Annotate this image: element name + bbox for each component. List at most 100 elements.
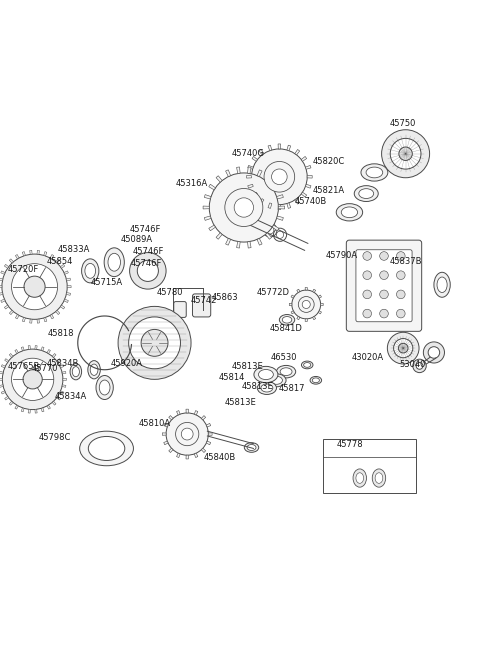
FancyBboxPatch shape (192, 294, 211, 317)
Polygon shape (321, 303, 323, 306)
Circle shape (12, 358, 54, 400)
Polygon shape (307, 176, 312, 178)
Polygon shape (312, 316, 316, 320)
Text: 45834B: 45834B (47, 360, 79, 369)
Text: 43020A: 43020A (352, 353, 384, 362)
Polygon shape (204, 195, 211, 199)
Text: 45720F: 45720F (8, 265, 39, 274)
Polygon shape (1, 299, 5, 303)
Ellipse shape (80, 431, 133, 466)
Polygon shape (318, 311, 322, 314)
Polygon shape (0, 384, 3, 387)
Polygon shape (0, 278, 3, 281)
Text: 45817: 45817 (279, 384, 305, 394)
Polygon shape (60, 305, 65, 309)
Polygon shape (305, 184, 311, 188)
Text: 45813E: 45813E (231, 362, 263, 371)
Circle shape (413, 359, 426, 373)
Ellipse shape (261, 384, 273, 392)
Polygon shape (0, 293, 3, 295)
Text: 45837B: 45837B (390, 257, 422, 266)
Text: 45750: 45750 (390, 119, 416, 128)
Polygon shape (56, 259, 60, 263)
Polygon shape (272, 184, 279, 190)
Polygon shape (297, 290, 300, 293)
Polygon shape (259, 198, 264, 204)
Ellipse shape (359, 189, 373, 198)
Polygon shape (28, 409, 30, 413)
Polygon shape (248, 166, 253, 169)
Polygon shape (265, 233, 272, 239)
Polygon shape (4, 265, 9, 269)
Ellipse shape (254, 366, 278, 383)
Ellipse shape (282, 316, 292, 323)
Polygon shape (265, 176, 272, 182)
Polygon shape (209, 225, 216, 231)
Polygon shape (276, 195, 283, 199)
Polygon shape (204, 216, 211, 220)
Circle shape (252, 149, 307, 204)
Text: 45920A: 45920A (111, 358, 143, 367)
Circle shape (394, 339, 413, 358)
Text: 45746F: 45746F (133, 247, 164, 256)
Polygon shape (56, 310, 60, 314)
Polygon shape (209, 184, 216, 190)
Polygon shape (237, 167, 240, 174)
Polygon shape (60, 265, 65, 269)
Circle shape (234, 198, 253, 217)
Ellipse shape (354, 185, 378, 202)
Ellipse shape (108, 253, 120, 271)
Polygon shape (259, 149, 264, 155)
Polygon shape (22, 318, 25, 322)
Polygon shape (248, 242, 251, 248)
Polygon shape (305, 166, 311, 169)
Polygon shape (5, 396, 9, 400)
Polygon shape (312, 290, 316, 293)
Circle shape (398, 343, 408, 353)
Text: 45790A: 45790A (325, 251, 358, 260)
Circle shape (387, 332, 419, 364)
Circle shape (363, 290, 372, 299)
Circle shape (380, 252, 388, 260)
Circle shape (396, 271, 405, 280)
Polygon shape (318, 295, 322, 298)
Ellipse shape (437, 277, 447, 293)
Polygon shape (47, 350, 50, 354)
Text: 45814: 45814 (218, 373, 245, 382)
Polygon shape (177, 453, 180, 458)
Polygon shape (194, 411, 198, 415)
Polygon shape (5, 359, 9, 362)
Ellipse shape (279, 314, 295, 325)
Text: 45834A: 45834A (54, 392, 86, 401)
Polygon shape (186, 455, 189, 459)
Polygon shape (50, 255, 54, 259)
Ellipse shape (82, 259, 99, 283)
Polygon shape (257, 238, 262, 245)
Polygon shape (1, 391, 5, 394)
Polygon shape (28, 346, 30, 349)
Ellipse shape (276, 365, 296, 378)
Circle shape (380, 271, 388, 280)
Text: 45740B: 45740B (295, 197, 327, 206)
Polygon shape (247, 176, 252, 178)
Polygon shape (63, 379, 67, 381)
Circle shape (264, 162, 295, 192)
Text: 45813E: 45813E (225, 398, 256, 407)
Polygon shape (278, 204, 281, 210)
Polygon shape (62, 384, 66, 387)
Circle shape (382, 130, 430, 178)
FancyBboxPatch shape (347, 240, 421, 331)
Polygon shape (237, 242, 240, 248)
Polygon shape (64, 271, 68, 274)
Text: 45765B: 45765B (8, 362, 40, 371)
Circle shape (396, 309, 405, 318)
Polygon shape (15, 255, 19, 259)
Ellipse shape (341, 207, 358, 217)
Circle shape (24, 276, 45, 297)
Ellipse shape (336, 204, 363, 221)
FancyBboxPatch shape (174, 301, 186, 318)
Ellipse shape (304, 363, 311, 367)
Ellipse shape (258, 369, 274, 380)
Text: 45798C: 45798C (39, 434, 71, 442)
Circle shape (363, 271, 372, 280)
